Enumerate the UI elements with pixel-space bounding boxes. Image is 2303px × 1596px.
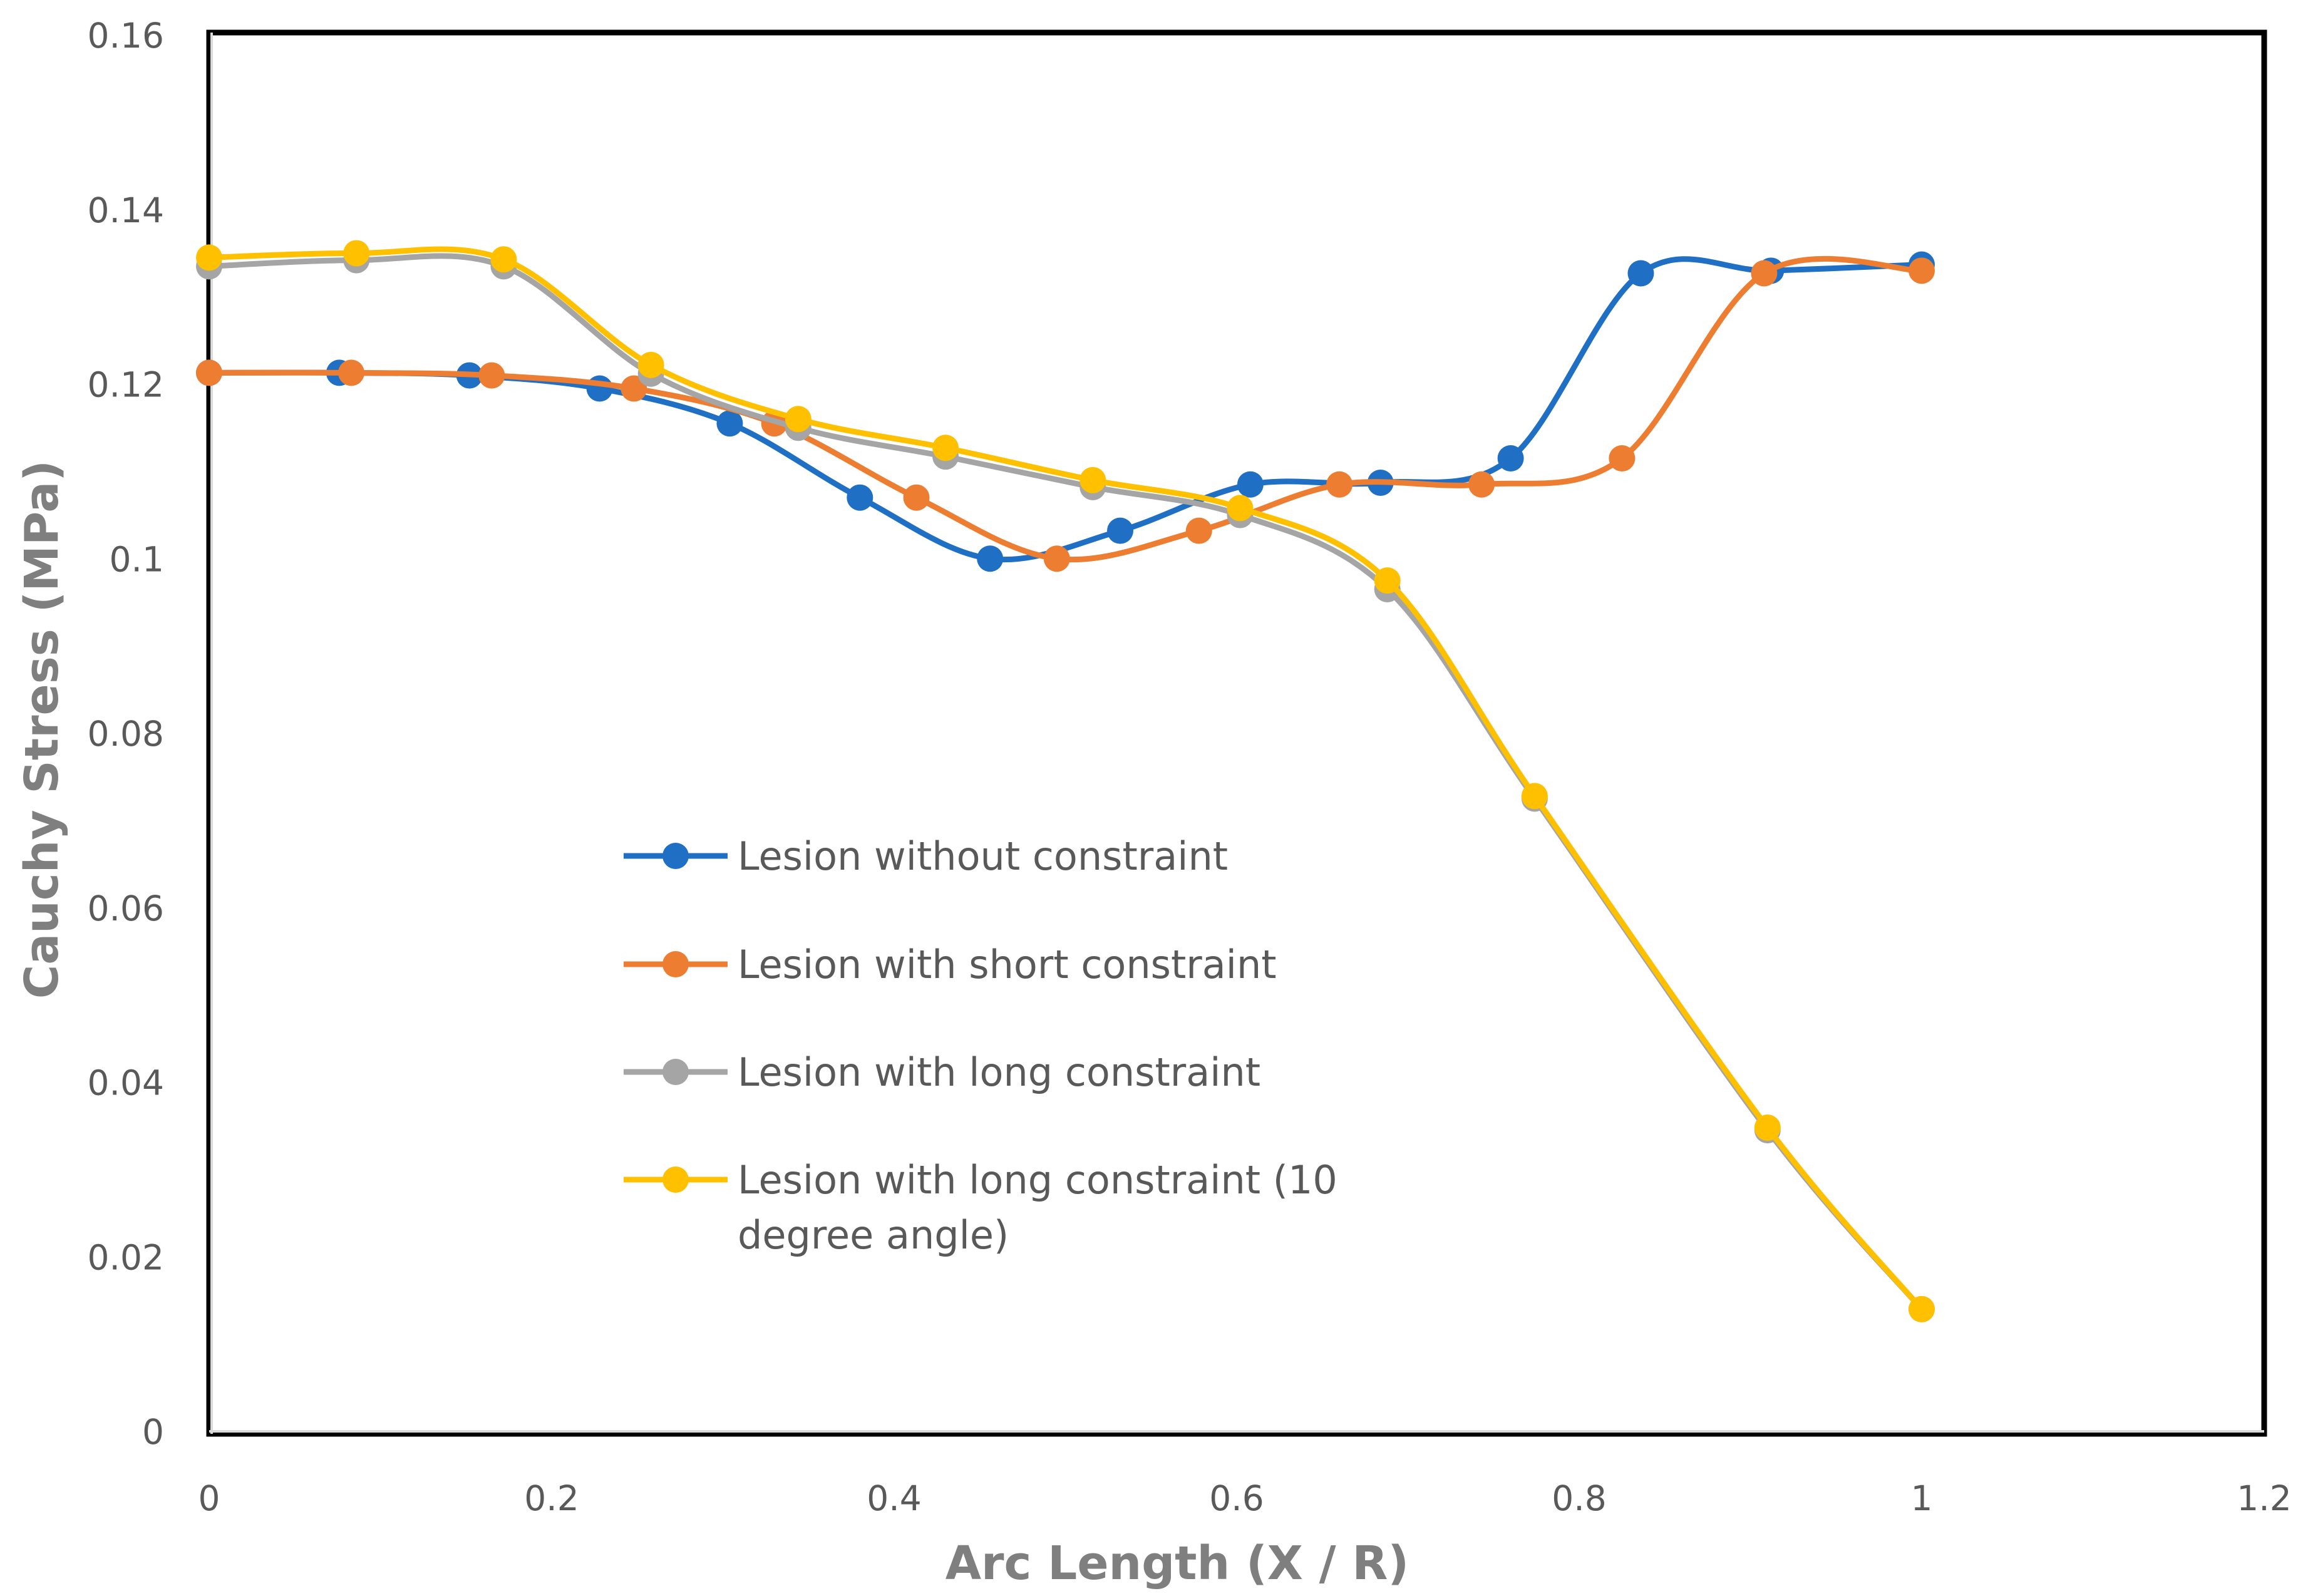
legend-label: Lesion without constraint xyxy=(738,833,1228,879)
series-4 xyxy=(196,240,1935,1322)
legend-item: Lesion without constraint xyxy=(624,833,1228,879)
legend-item: Lesion with short constraint xyxy=(624,942,1277,987)
data-point xyxy=(490,246,517,273)
data-point xyxy=(338,359,365,386)
x-axis-title: Arc Length (X / R) xyxy=(945,1537,1409,1590)
x-tick-label: 0.2 xyxy=(524,1478,579,1518)
y-tick-label: 0.04 xyxy=(88,1063,164,1103)
data-point xyxy=(1521,783,1548,810)
y-tick-label: 0.02 xyxy=(88,1237,164,1277)
legend-label: Lesion with long constraint xyxy=(738,1049,1260,1095)
plot-area-border xyxy=(206,29,2267,1437)
series-1 xyxy=(196,251,1935,572)
y-tick-label: 0 xyxy=(142,1412,164,1452)
data-point xyxy=(977,545,1004,572)
data-point xyxy=(1609,445,1636,471)
legend-marker xyxy=(662,1166,689,1193)
data-point xyxy=(1497,445,1524,471)
y-tick-label: 0.14 xyxy=(88,190,164,230)
y-tick-label: 0.06 xyxy=(88,888,164,929)
y-tick-label: 0.12 xyxy=(88,365,164,405)
data-point xyxy=(621,375,647,402)
data-point xyxy=(586,375,613,402)
data-point xyxy=(1227,495,1254,522)
data-point xyxy=(1754,1114,1781,1141)
data-point xyxy=(1043,545,1070,572)
data-point xyxy=(637,351,664,378)
legend-label: Lesion with short constraint xyxy=(738,942,1277,987)
x-tick-label: 0.6 xyxy=(1209,1478,1264,1518)
data-point xyxy=(478,362,505,389)
data-point xyxy=(716,410,743,437)
data-point xyxy=(1185,517,1212,544)
data-point xyxy=(785,406,811,433)
data-point xyxy=(196,244,222,271)
data-point xyxy=(1326,471,1353,498)
y-tick-label: 0.16 xyxy=(88,16,164,56)
data-point xyxy=(1909,257,1935,284)
y-axis-title: Cauchy Stress (MPa) xyxy=(15,460,69,999)
series-line xyxy=(206,255,1925,563)
series-line xyxy=(206,253,1925,1312)
data-point xyxy=(1374,567,1401,594)
legend-marker xyxy=(662,951,689,977)
x-tick-label: 0.8 xyxy=(1552,1478,1606,1518)
data-point xyxy=(196,359,222,386)
data-point xyxy=(903,484,930,511)
y-tick-label: 0.1 xyxy=(110,539,164,579)
data-point xyxy=(1627,260,1654,287)
data-point xyxy=(1079,466,1106,493)
x-tick-label: 1.2 xyxy=(2237,1478,2291,1518)
x-tick-label: 0.4 xyxy=(867,1478,921,1518)
legend-item: Lesion with long constraint (10 degree an… xyxy=(624,1157,1337,1258)
data-point xyxy=(1107,517,1134,544)
data-point xyxy=(1468,471,1495,498)
data-point xyxy=(343,240,370,267)
data-point xyxy=(1751,260,1778,287)
legend-marker xyxy=(662,843,689,869)
x-tick-label: 0 xyxy=(198,1478,220,1518)
legend-label: Lesion with long constraint (10 xyxy=(738,1157,1337,1203)
series-2 xyxy=(196,255,1935,572)
data-point xyxy=(1909,1295,1935,1322)
data-point xyxy=(932,435,959,461)
data-point xyxy=(1237,471,1264,498)
x-tick-label: 1 xyxy=(1911,1478,1933,1518)
legend-label: degree angle) xyxy=(738,1212,1009,1258)
y-tick-label: 0.08 xyxy=(88,714,164,754)
legend-item: Lesion with long constraint xyxy=(624,1049,1260,1095)
legend-marker xyxy=(662,1059,689,1085)
data-point xyxy=(847,484,873,511)
